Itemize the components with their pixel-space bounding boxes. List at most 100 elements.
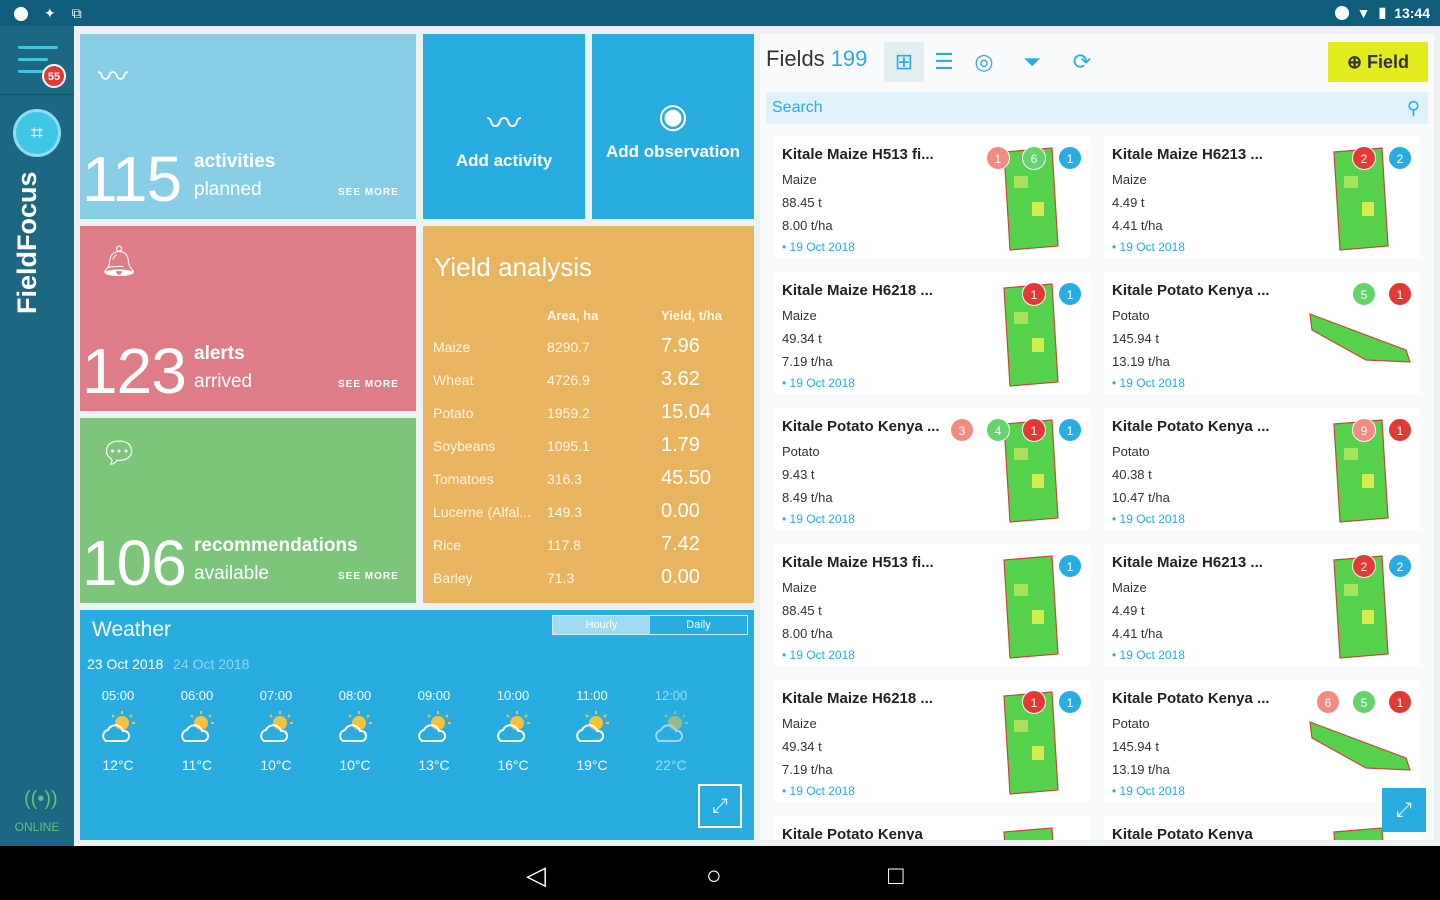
- signal-icon: ((•)): [24, 788, 58, 810]
- expand-icon[interactable]: ⤢: [1382, 788, 1426, 832]
- yield-row: Rice 117.8 7.42: [433, 528, 743, 561]
- fields-count: 199: [830, 46, 868, 71]
- alerts-tile[interactable]: 🔔︎ 123 alerts arrived SEE MORE: [80, 226, 416, 411]
- field-date: • 19 Oct 2018: [1112, 512, 1185, 526]
- field-badge: 2: [1352, 554, 1376, 578]
- recommendations-tile[interactable]: 💬︎ 106 recommendations available SEE MOR…: [80, 418, 416, 603]
- field-name: Kitale Potato Kenya ...: [1112, 282, 1270, 299]
- recents-icon[interactable]: □: [888, 860, 904, 890]
- status-bar: ✦ ⧉ ▼ ▮ 13:44: [0, 0, 1440, 26]
- field-crop: Maize: [782, 308, 817, 323]
- bell-icon: 🔔︎: [100, 245, 139, 278]
- hourly-forecast-item: 08:00 10°C: [325, 688, 385, 773]
- screenshot-icon: ⧉: [71, 5, 82, 21]
- yield-value: 45.50: [661, 467, 712, 489]
- field-card[interactable]: Kitale Potato Kenya: [774, 816, 1090, 840]
- yield-row: Barley 71.3 0.00: [433, 561, 743, 594]
- yield-analysis-tile[interactable]: Yield analysis Area, ha Yield, t/ha Maiz…: [423, 226, 754, 603]
- refresh-icon[interactable]: ⟳: [1072, 49, 1092, 74]
- yield-crop: Maize: [433, 338, 471, 355]
- yield-area: 1095.1: [547, 437, 590, 454]
- field-map-thumbnail: [1330, 826, 1390, 840]
- recommendations-label: recommendations available: [194, 532, 358, 588]
- forecast-time: 12:00: [654, 688, 688, 703]
- field-rate: 8.00 t/ha: [782, 218, 833, 233]
- yield-crop: Lucerne (Alfal...: [433, 503, 532, 520]
- field-card[interactable]: Kitale Potato Kenya ... Potato 145.94 t 13.…: [1104, 680, 1420, 802]
- yield-area: 71.3: [547, 569, 575, 586]
- yield-value: 0.00: [661, 500, 700, 522]
- field-badge: 1: [1058, 418, 1082, 442]
- field-date: • 19 Oct 2018: [782, 512, 855, 526]
- yield-value: 15.04: [661, 401, 712, 423]
- hourly-forecast-item: 06:00 11°C: [167, 688, 227, 773]
- filter-icon[interactable]: ⏷: [1023, 49, 1041, 74]
- expand-icon[interactable]: ⤢: [698, 784, 742, 828]
- grid-view-icon[interactable]: ⊞: [884, 42, 924, 82]
- recommendations-see-more-link[interactable]: SEE MORE: [338, 571, 399, 582]
- add-field-label: Field: [1367, 52, 1410, 72]
- field-card[interactable]: Kitale Maize H513 fi... Maize 88.45 t 8.00 …: [774, 136, 1090, 258]
- list-view-icon[interactable]: ☰: [934, 49, 954, 74]
- field-rate: 8.00 t/ha: [782, 626, 833, 641]
- farm-logo-icon[interactable]: ⌗: [13, 109, 61, 157]
- field-name: Kitale Maize H513 fi...: [782, 554, 934, 571]
- partly-cloudy-icon: [177, 709, 217, 749]
- field-badge: 1: [1058, 690, 1082, 714]
- forecast-time: 11:00: [576, 688, 608, 703]
- field-amount: 40.38 t: [1112, 467, 1152, 482]
- sync-icon: [1334, 5, 1349, 20]
- hamburger-icon[interactable]: [18, 46, 58, 82]
- field-card[interactable]: Kitale Maize H6218 ... Maize 49.34 t 7.19 t…: [774, 272, 1090, 394]
- field-crop: Maize: [782, 172, 817, 187]
- activities-label-line2: planned: [194, 179, 262, 200]
- yield-value: 0.00: [661, 566, 700, 588]
- date-active[interactable]: 23 Oct 2018: [87, 656, 164, 672]
- yield-title: Yield analysis: [434, 252, 593, 282]
- field-card[interactable]: Kitale Potato Kenya ... Potato 145.94 t 13.…: [1104, 272, 1420, 394]
- activities-tile[interactable]: 〰 115 activities planned SEE MORE: [80, 34, 416, 219]
- field-badge: 3: [950, 418, 974, 442]
- alerts-see-more-link[interactable]: SEE MORE: [338, 379, 399, 390]
- field-card[interactable]: Kitale Potato Kenya ... Potato 40.38 t 10.4…: [1104, 408, 1420, 530]
- add-field-button[interactable]: ⊕ Field: [1328, 42, 1428, 82]
- activities-see-more-link[interactable]: SEE MORE: [338, 187, 399, 198]
- field-card[interactable]: Kitale Potato Kenya: [1104, 816, 1420, 840]
- yield-row: Potato 1959.2 15.04: [433, 396, 743, 429]
- home-icon[interactable]: ○: [706, 860, 722, 890]
- back-icon[interactable]: ◁: [526, 860, 546, 890]
- yield-row: Soybeans 1095.1 1.79: [433, 429, 743, 462]
- alerts-label-line1: alerts: [194, 343, 245, 364]
- field-badge: 1: [1058, 282, 1082, 306]
- daily-tab[interactable]: Daily: [686, 619, 711, 631]
- field-badge: 2: [1388, 146, 1412, 170]
- field-name: Kitale Maize H6218 ...: [782, 282, 933, 299]
- brand-name: FieldFocus: [12, 171, 42, 314]
- partly-cloudy-icon: [335, 709, 375, 749]
- hourly-forecast-item: 11:00 19°C: [562, 688, 622, 773]
- field-card[interactable]: Kitale Maize H6213 ... Maize 4.49 t 4.41 t/…: [1104, 544, 1420, 666]
- partly-cloudy-icon: [651, 709, 691, 749]
- field-card[interactable]: Kitale Maize H513 fi... Maize 88.45 t 8.00 …: [774, 544, 1090, 666]
- recommendations-count: 106: [82, 527, 187, 599]
- field-map-thumbnail: [1000, 418, 1060, 523]
- yield-value: 1.79: [661, 434, 700, 456]
- add-activity-button[interactable]: 〰 Add activity: [423, 34, 585, 219]
- yield-value: 7.96: [661, 335, 700, 357]
- field-amount: 9.43 t: [782, 467, 815, 482]
- hourly-tab[interactable]: Hourly: [553, 616, 650, 634]
- globe-icon[interactable]: ◎: [974, 49, 994, 74]
- date-next[interactable]: 24 Oct 2018: [173, 656, 250, 672]
- search-input[interactable]: Search ⚲: [766, 92, 1428, 124]
- add-observation-button[interactable]: ◉ Add observation: [592, 34, 754, 219]
- fields-header: Fields 199: [766, 46, 867, 72]
- field-card[interactable]: Kitale Maize H6213 ... Maize 4.49 t 4.41 t/…: [1104, 136, 1420, 258]
- field-card[interactable]: Kitale Maize H6218 ... Maize 49.34 t 7.19 t…: [774, 680, 1090, 802]
- yield-area: 4726.9: [547, 371, 590, 388]
- online-status: ONLINE: [14, 820, 60, 834]
- search-icon[interactable]: ⚲: [1406, 98, 1420, 118]
- field-card[interactable]: Kitale Potato Kenya ... Potato 9.43 t 8.49 …: [774, 408, 1090, 530]
- field-amount: 88.45 t: [782, 603, 822, 618]
- weather-tile: Weather Hourly Daily 23 Oct 2018 24 Oct …: [80, 610, 754, 840]
- field-badge: 5: [1352, 690, 1376, 714]
